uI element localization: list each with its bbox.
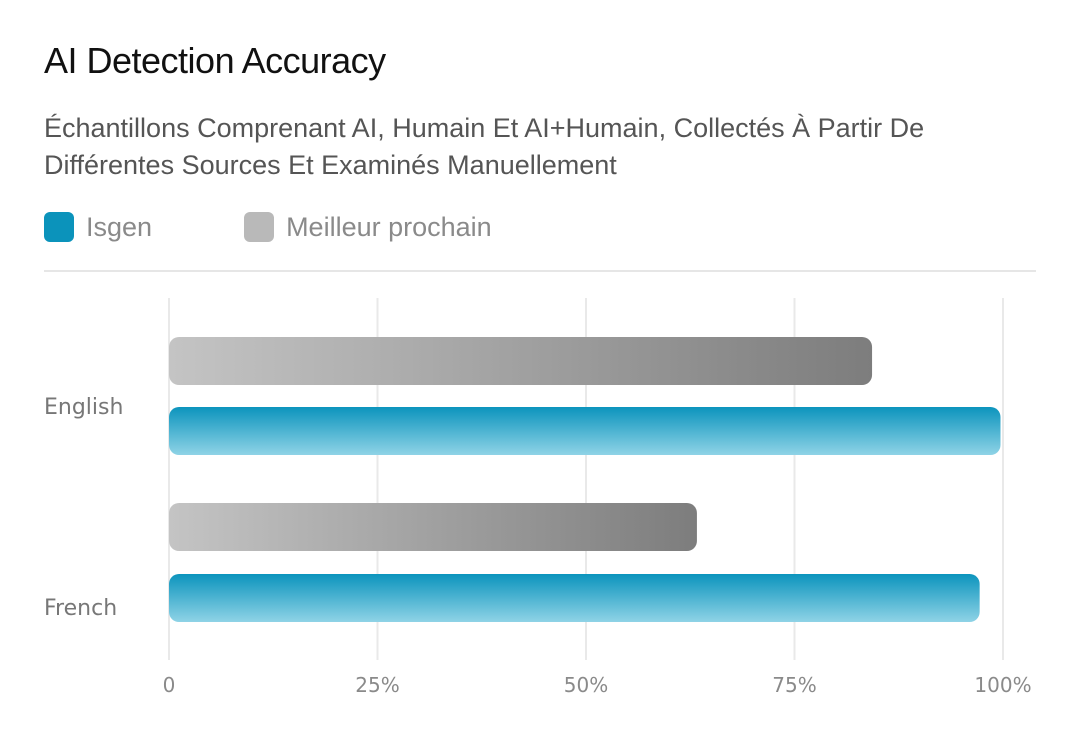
x-tick-label: 75% bbox=[772, 673, 816, 697]
category-label: French bbox=[44, 596, 117, 621]
legend-label-meilleur-prochain: Meilleur prochain bbox=[286, 211, 492, 242]
legend-item-isgen: Isgen bbox=[44, 212, 152, 243]
category-label: English bbox=[44, 395, 123, 420]
x-tick-label: 100% bbox=[974, 673, 1031, 697]
header-divider bbox=[44, 270, 1036, 272]
legend: Isgen Meilleur prochain bbox=[44, 208, 584, 246]
x-tick-label: 0 bbox=[163, 673, 176, 697]
legend-swatch-isgen bbox=[44, 212, 74, 242]
legend-label-isgen: Isgen bbox=[86, 211, 153, 242]
bar-isgen-english bbox=[169, 407, 1001, 455]
x-tick-label: 25% bbox=[355, 673, 399, 697]
legend-item-meilleur-prochain: Meilleur prochain bbox=[244, 212, 492, 243]
legend-swatch-meilleur-prochain bbox=[244, 212, 275, 242]
chart-title: AI Detection Accuracy bbox=[44, 40, 386, 81]
x-tick-label: 50% bbox=[564, 673, 608, 697]
bar-isgen-french bbox=[169, 574, 980, 622]
bar-meilleur-prochain-french bbox=[169, 503, 697, 551]
bar-meilleur-prochain-english bbox=[169, 337, 873, 385]
chart-subtitle: Échantillons Comprenant AI, Humain Et AI… bbox=[44, 113, 925, 180]
